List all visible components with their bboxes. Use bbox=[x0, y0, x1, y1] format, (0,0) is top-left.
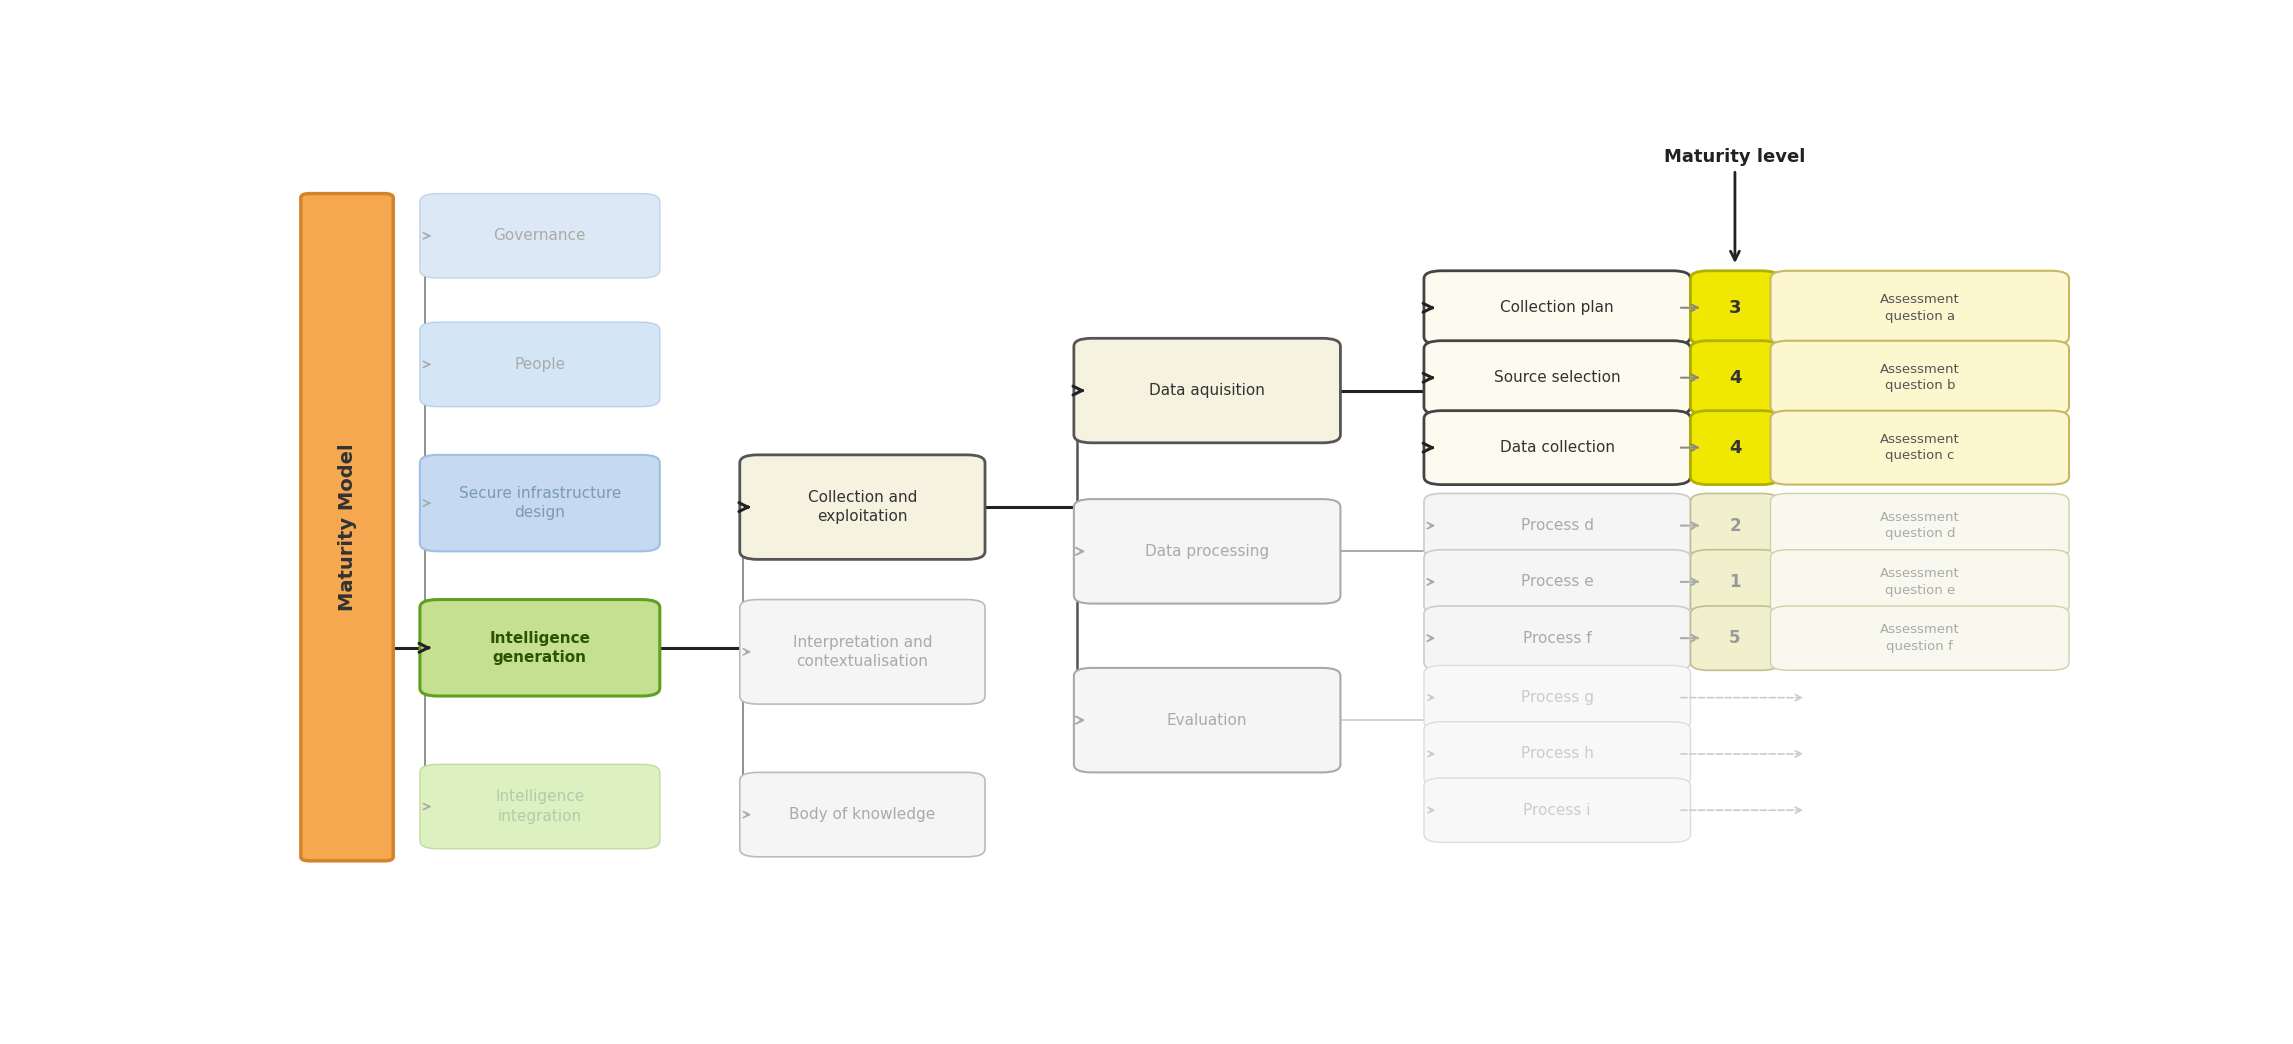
FancyBboxPatch shape bbox=[1424, 550, 1690, 614]
Text: Governance: Governance bbox=[493, 229, 587, 243]
FancyBboxPatch shape bbox=[1424, 606, 1690, 670]
FancyBboxPatch shape bbox=[1770, 270, 2068, 345]
FancyBboxPatch shape bbox=[420, 323, 660, 406]
Text: Secure infrastructure
design: Secure infrastructure design bbox=[459, 487, 621, 520]
FancyBboxPatch shape bbox=[1424, 340, 1690, 414]
Text: Data processing: Data processing bbox=[1144, 544, 1270, 559]
FancyBboxPatch shape bbox=[1770, 606, 2068, 670]
FancyBboxPatch shape bbox=[1073, 499, 1341, 603]
Text: 3: 3 bbox=[1729, 299, 1740, 316]
Text: Process h: Process h bbox=[1520, 746, 1594, 761]
Text: Source selection: Source selection bbox=[1495, 371, 1621, 385]
Text: Collection and
exploitation: Collection and exploitation bbox=[807, 490, 917, 524]
FancyBboxPatch shape bbox=[420, 455, 660, 551]
Text: Data collection: Data collection bbox=[1500, 441, 1614, 455]
Text: Process g: Process g bbox=[1520, 690, 1594, 705]
FancyBboxPatch shape bbox=[1770, 410, 2068, 484]
Text: 1: 1 bbox=[1729, 573, 1740, 591]
FancyBboxPatch shape bbox=[1770, 494, 2068, 557]
FancyBboxPatch shape bbox=[1690, 340, 1779, 414]
Text: Process i: Process i bbox=[1523, 803, 1591, 817]
Text: Process d: Process d bbox=[1520, 518, 1594, 533]
FancyBboxPatch shape bbox=[741, 599, 986, 704]
FancyBboxPatch shape bbox=[420, 599, 660, 696]
FancyBboxPatch shape bbox=[420, 764, 660, 849]
FancyBboxPatch shape bbox=[1690, 606, 1779, 670]
FancyBboxPatch shape bbox=[1424, 665, 1690, 730]
Text: Collection plan: Collection plan bbox=[1500, 301, 1614, 315]
FancyBboxPatch shape bbox=[1770, 550, 2068, 614]
FancyBboxPatch shape bbox=[420, 193, 660, 278]
FancyBboxPatch shape bbox=[1424, 494, 1690, 557]
Text: Assessment
question d: Assessment question d bbox=[1880, 511, 1961, 541]
FancyBboxPatch shape bbox=[1424, 778, 1690, 843]
Text: 4: 4 bbox=[1729, 438, 1740, 456]
FancyBboxPatch shape bbox=[1424, 721, 1690, 786]
Text: Data aquisition: Data aquisition bbox=[1149, 383, 1266, 398]
FancyBboxPatch shape bbox=[1073, 338, 1341, 443]
Text: Assessment
question f: Assessment question f bbox=[1880, 623, 1961, 652]
FancyBboxPatch shape bbox=[1424, 410, 1690, 484]
FancyBboxPatch shape bbox=[1690, 270, 1779, 345]
FancyBboxPatch shape bbox=[300, 193, 394, 861]
Text: Interpretation and
contextualisation: Interpretation and contextualisation bbox=[793, 635, 933, 669]
Text: Intelligence
generation: Intelligence generation bbox=[488, 631, 589, 665]
Text: Assessment
question e: Assessment question e bbox=[1880, 567, 1961, 596]
Text: Maturity level: Maturity level bbox=[1665, 148, 1805, 166]
FancyBboxPatch shape bbox=[741, 455, 986, 560]
FancyBboxPatch shape bbox=[1424, 270, 1690, 345]
Text: Process f: Process f bbox=[1523, 631, 1591, 645]
FancyBboxPatch shape bbox=[741, 773, 986, 857]
Text: Body of knowledge: Body of knowledge bbox=[789, 807, 936, 822]
Text: 5: 5 bbox=[1729, 630, 1740, 647]
Text: Maturity Model: Maturity Model bbox=[337, 444, 355, 611]
Text: Process e: Process e bbox=[1520, 574, 1594, 590]
Text: People: People bbox=[514, 357, 566, 372]
Text: 2: 2 bbox=[1729, 517, 1740, 535]
FancyBboxPatch shape bbox=[1690, 494, 1779, 557]
Text: Evaluation: Evaluation bbox=[1167, 713, 1247, 728]
Text: 4: 4 bbox=[1729, 369, 1740, 386]
FancyBboxPatch shape bbox=[1690, 410, 1779, 484]
FancyBboxPatch shape bbox=[1073, 668, 1341, 773]
Text: Assessment
question c: Assessment question c bbox=[1880, 433, 1961, 462]
Text: Assessment
question b: Assessment question b bbox=[1880, 363, 1961, 393]
FancyBboxPatch shape bbox=[1690, 550, 1779, 614]
Text: Assessment
question a: Assessment question a bbox=[1880, 293, 1961, 323]
FancyBboxPatch shape bbox=[1770, 340, 2068, 414]
Text: Intelligence
integration: Intelligence integration bbox=[495, 789, 585, 824]
